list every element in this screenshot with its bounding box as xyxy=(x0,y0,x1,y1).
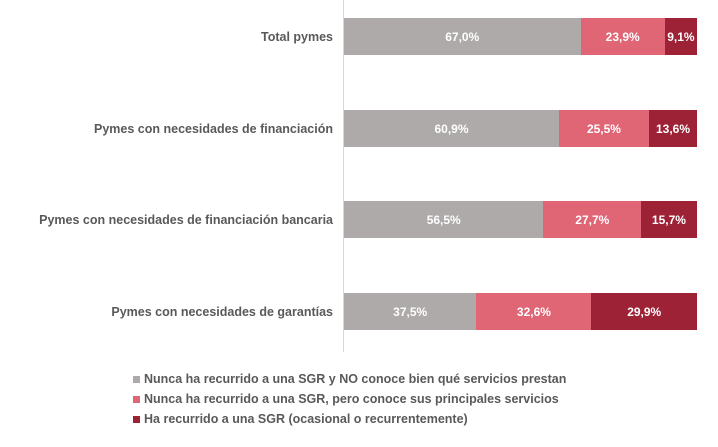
data-label: 15,7% xyxy=(651,212,686,227)
stacked-bar-chart: Total pymes 67,0% 23,9% 9,1% Pymes con neces… xyxy=(39,0,697,352)
data-label: 37,5% xyxy=(393,304,428,319)
data-label: 32,6% xyxy=(516,304,551,319)
data-label: 23,9% xyxy=(605,29,640,44)
data-label: 67,0% xyxy=(445,29,480,44)
data-label: 60,9% xyxy=(434,121,469,136)
bar-segment-series-1: 27,7% xyxy=(543,201,642,238)
bar-segment-series-2: 15,7% xyxy=(641,201,697,238)
category-label: Pymes con necesidades de garantías xyxy=(111,304,333,319)
legend-marker-series-2 xyxy=(133,415,140,423)
legend: Nunca ha recurrido a una SGR y NO conoce… xyxy=(133,369,566,429)
data-label: 27,7% xyxy=(575,212,610,227)
bar-segment-series-0: 37,5% xyxy=(344,293,477,330)
category-axis-line xyxy=(343,0,344,352)
legend-label: Nunca ha recurrido a una SGR, pero conoc… xyxy=(144,392,559,406)
bar-segment-series-1: 23,9% xyxy=(580,18,665,55)
bar-segment-series-2: 29,9% xyxy=(591,293,697,330)
bar-segment-series-1: 25,5% xyxy=(558,110,649,147)
legend-marker-series-1 xyxy=(133,395,140,403)
bar-segment-series-0: 56,5% xyxy=(344,201,544,238)
data-label: 25,5% xyxy=(586,121,621,136)
category-label: Pymes con necesidades de financiación xyxy=(94,121,333,136)
legend-item: Nunca ha recurrido a una SGR, pero conoc… xyxy=(133,389,566,409)
bar-segment-series-2: 13,6% xyxy=(648,110,697,147)
data-label: 29,9% xyxy=(627,304,662,319)
bar-segment-series-2: 9,1% xyxy=(664,18,697,55)
data-label: 9,1% xyxy=(667,29,695,44)
legend-item: Nunca ha recurrido a una SGR y NO conoce… xyxy=(133,369,566,389)
legend-label: Ha recurrido a una SGR (ocasional o recu… xyxy=(144,412,468,426)
bar-segment-series-1: 32,6% xyxy=(476,293,592,330)
category-label: Total pymes xyxy=(260,29,333,44)
legend-item: Ha recurrido a una SGR (ocasional o recu… xyxy=(133,409,566,429)
data-label: 56,5% xyxy=(426,212,461,227)
bar-segment-series-0: 67,0% xyxy=(344,18,581,55)
legend-label: Nunca ha recurrido a una SGR y NO conoce… xyxy=(144,372,567,386)
data-label: 13,6% xyxy=(655,121,690,136)
bar-segment-series-0: 60,9% xyxy=(344,110,559,147)
category-label: Pymes con necesidades de financiación ba… xyxy=(39,212,333,227)
legend-marker-series-0 xyxy=(133,375,140,383)
